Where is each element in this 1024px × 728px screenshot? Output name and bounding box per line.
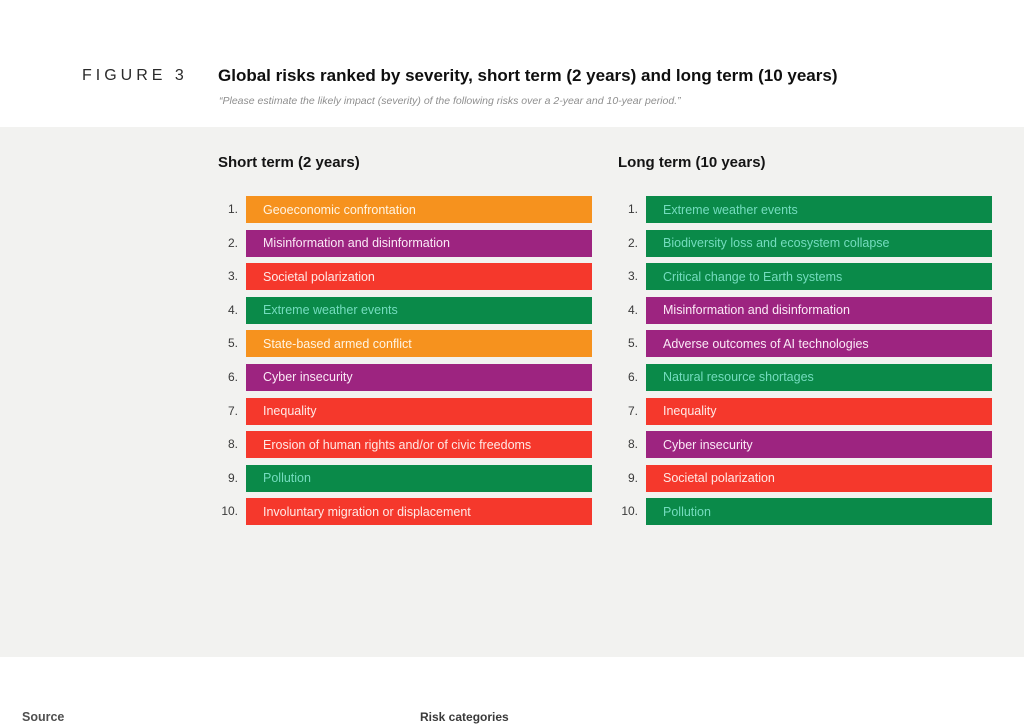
risk-row: 4. Misinformation and disinformation bbox=[614, 296, 992, 324]
risk-bar: Inequality bbox=[246, 397, 592, 425]
risk-rank: 1. bbox=[227, 202, 238, 216]
risk-rank: 2. bbox=[627, 235, 638, 250]
risk-bar: Pollution bbox=[646, 498, 992, 526]
risk-bar: Societal polarization bbox=[246, 263, 592, 291]
figure-subtitle: “Please estimate the likely impact (seve… bbox=[219, 95, 681, 107]
risk-label: Societal polarization bbox=[263, 269, 375, 284]
risk-row: 7. Inequality bbox=[614, 397, 992, 425]
risk-label: Natural resource shortages bbox=[663, 370, 814, 385]
risk-row: 1. Geoeconomic confrontation bbox=[214, 196, 592, 223]
risk-row: 9. Societal polarization bbox=[614, 464, 992, 492]
risk-bar: Misinformation and disinformation bbox=[646, 296, 992, 324]
risk-rank: 4. bbox=[227, 302, 238, 317]
risk-rank: 3. bbox=[227, 269, 238, 284]
risk-rank: 5. bbox=[627, 336, 638, 351]
risk-bar: Misinformation and disinformation bbox=[246, 229, 592, 257]
short-term-header: Short term (2 years) bbox=[218, 154, 360, 171]
risk-row: 2. Biodiversity loss and ecosystem colla… bbox=[614, 229, 992, 257]
risk-bar: Adverse outcomes of AI technologies bbox=[646, 330, 992, 358]
figure-title: Global risks ranked by severity, short t… bbox=[218, 66, 838, 85]
risk-bar: Pollution bbox=[246, 464, 592, 492]
risk-label: Inequality bbox=[663, 404, 717, 419]
risk-label: Involuntary migration or displacement bbox=[263, 504, 471, 519]
risk-rank: 1. bbox=[627, 202, 638, 216]
risk-row: 6. Natural resource shortages bbox=[614, 363, 992, 391]
risk-rank: 2. bbox=[227, 235, 238, 250]
risk-row: 1. Extreme weather events bbox=[614, 196, 992, 223]
risk-label: Pollution bbox=[663, 504, 711, 519]
risk-rank: 4. bbox=[627, 302, 638, 317]
risk-bar: Erosion of human rights and/or of civic … bbox=[246, 431, 592, 459]
chart-panel: Short term (2 years) 1. Geoeconomic conf… bbox=[0, 127, 1024, 728]
risk-rank: 8. bbox=[627, 437, 638, 452]
risk-rank: 6. bbox=[627, 369, 638, 384]
risk-rank: 9. bbox=[627, 470, 638, 485]
risk-bar: Natural resource shortages bbox=[646, 363, 992, 391]
risk-label: Cyber insecurity bbox=[263, 370, 353, 385]
risk-bar: Involuntary migration or displacement bbox=[246, 498, 592, 526]
risk-label: Geoeconomic confrontation bbox=[263, 202, 416, 217]
risk-row: 6. Cyber insecurity bbox=[214, 363, 592, 391]
risk-rank: 7. bbox=[627, 403, 638, 418]
risk-label: Societal polarization bbox=[663, 471, 775, 486]
risk-bar: Cyber insecurity bbox=[246, 363, 592, 391]
risk-bar: Biodiversity loss and ecosystem collapse bbox=[646, 229, 992, 257]
risk-rank: 7. bbox=[227, 403, 238, 418]
risk-row: 9. Pollution bbox=[214, 464, 592, 492]
risk-label: Critical change to Earth systems bbox=[663, 269, 843, 284]
risk-rank: 5. bbox=[227, 336, 238, 351]
risk-label: Biodiversity loss and ecosystem collapse bbox=[663, 236, 890, 251]
risk-row: 3. Critical change to Earth systems bbox=[614, 263, 992, 291]
long-term-header: Long term (10 years) bbox=[618, 154, 766, 171]
risk-bar: Critical change to Earth systems bbox=[646, 263, 992, 291]
risk-label: Extreme weather events bbox=[263, 303, 398, 318]
risk-label: Extreme weather events bbox=[663, 202, 798, 217]
risk-label: Erosion of human rights and/or of civic … bbox=[263, 437, 532, 452]
risk-label: Misinformation and disinformation bbox=[663, 303, 850, 318]
risk-rank: 10. bbox=[621, 504, 638, 519]
risk-label: Misinformation and disinformation bbox=[263, 236, 450, 251]
source-title: Source bbox=[22, 710, 65, 724]
source-block: Source World Economic Forum Global Risks… bbox=[22, 710, 332, 728]
long-term-rows: 1. Extreme weather events 2. Biodiversit… bbox=[614, 196, 992, 532]
risk-label: Inequality bbox=[263, 404, 317, 419]
risk-row: 10. Pollution bbox=[614, 498, 992, 526]
risk-rank: 10. bbox=[221, 504, 238, 519]
short-term-column: Short term (2 years) 1. Geoeconomic conf… bbox=[214, 127, 592, 657]
legend-title: Risk categories bbox=[420, 710, 509, 724]
risk-categories-legend: Risk categories Economic Environmental G… bbox=[420, 710, 932, 728]
risk-bar: Inequality bbox=[646, 397, 992, 425]
risk-label: State-based armed conflict bbox=[263, 336, 412, 351]
risk-label: Adverse outcomes of AI technologies bbox=[663, 336, 869, 351]
risk-label: Cyber insecurity bbox=[663, 437, 753, 452]
risk-row: 10. Involuntary migration or displacemen… bbox=[214, 498, 592, 526]
risk-row: 5. State-based armed conflict bbox=[214, 330, 592, 358]
risk-bar: Cyber insecurity bbox=[646, 431, 992, 459]
risk-bar: State-based armed conflict bbox=[246, 330, 592, 358]
risk-label: Pollution bbox=[263, 471, 311, 486]
risk-rank: 8. bbox=[227, 437, 238, 452]
risk-bar: Societal polarization bbox=[646, 464, 992, 492]
risk-rank: 9. bbox=[227, 470, 238, 485]
risk-rank: 6. bbox=[227, 369, 238, 384]
risk-rank: 3. bbox=[627, 269, 638, 284]
short-term-rows: 1. Geoeconomic confrontation 2. Misinfor… bbox=[214, 196, 592, 532]
source-line: World Economic Forum Global Risks Percep… bbox=[22, 724, 332, 728]
risk-bar: Extreme weather events bbox=[646, 196, 992, 223]
risk-bar: Extreme weather events bbox=[246, 296, 592, 324]
risk-row: 4. Extreme weather events bbox=[214, 296, 592, 324]
risk-row: 3. Societal polarization bbox=[214, 263, 592, 291]
long-term-column: Long term (10 years) 1. Extreme weather … bbox=[614, 127, 992, 657]
figure-number-label: FIGURE 3 bbox=[82, 67, 188, 84]
risk-row: 5. Adverse outcomes of AI technologies bbox=[614, 330, 992, 358]
risk-row: 8. Erosion of human rights and/or of civ… bbox=[214, 431, 592, 459]
risk-row: 7. Inequality bbox=[214, 397, 592, 425]
risk-row: 2. Misinformation and disinformation bbox=[214, 229, 592, 257]
risk-bar: Geoeconomic confrontation bbox=[246, 196, 592, 223]
risk-row: 8. Cyber insecurity bbox=[614, 431, 992, 459]
